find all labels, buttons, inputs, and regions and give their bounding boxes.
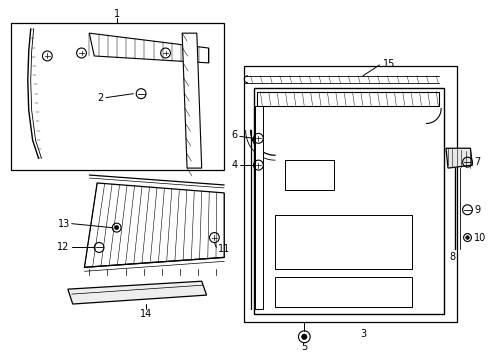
Bar [284,160,333,190]
Bar [274,215,411,269]
Text: 12: 12 [57,243,70,252]
Text: 7: 7 [473,157,480,167]
Bar [11,23,224,170]
Circle shape [115,226,119,230]
Text: 11: 11 [218,244,230,255]
Circle shape [301,334,306,339]
Text: 1: 1 [113,9,120,19]
Bar [255,105,263,309]
Circle shape [465,236,468,239]
Text: 2: 2 [98,93,104,103]
Bar [274,277,411,307]
Text: 3: 3 [359,329,365,339]
Bar [243,66,456,322]
Polygon shape [257,92,438,105]
Polygon shape [89,33,208,63]
Text: 4: 4 [231,160,237,170]
Text: 9: 9 [473,205,480,215]
Text: 13: 13 [58,219,70,229]
Text: 5: 5 [301,342,307,352]
Polygon shape [68,281,206,304]
Text: 10: 10 [473,233,486,243]
Text: 14: 14 [140,309,152,319]
Text: 15: 15 [382,59,394,69]
Polygon shape [182,33,202,168]
Polygon shape [84,183,224,267]
Polygon shape [445,148,471,168]
Text: 8: 8 [449,252,455,262]
Text: 6: 6 [231,130,237,140]
Bar [253,88,443,314]
